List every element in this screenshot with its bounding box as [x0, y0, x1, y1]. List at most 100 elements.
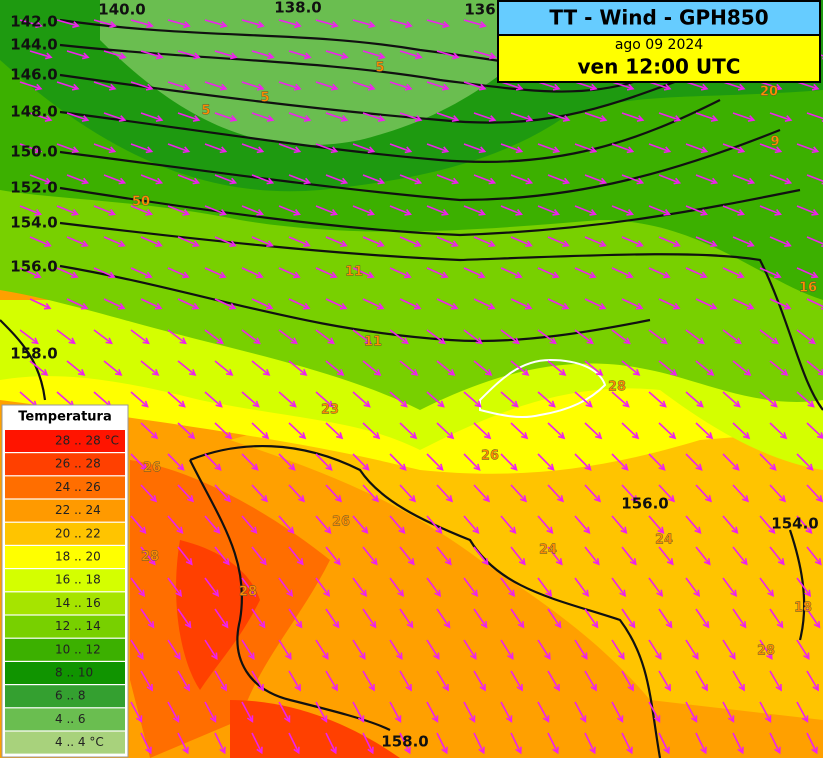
arrow-shaft	[130, 329, 150, 344]
arrow-shaft	[130, 515, 146, 534]
wind-arrow	[177, 484, 195, 503]
legend-label: 4 .. 4 °C	[55, 735, 104, 749]
arrow-shaft	[574, 329, 594, 344]
arrow-shaft	[695, 236, 717, 247]
arrow-shaft	[325, 360, 344, 376]
wind-arrow	[584, 112, 608, 122]
wind-arrow	[584, 732, 596, 755]
wind-arrow	[473, 50, 497, 60]
wind-arrow	[621, 484, 639, 503]
title-box: TT - Wind - GPH850 ago 09 2024 ven 12:00…	[497, 0, 821, 83]
arrow-shaft	[685, 577, 700, 597]
arrow-head	[633, 369, 641, 376]
arrow-head	[404, 83, 413, 91]
contour-label: 140.0	[98, 1, 145, 19]
arrow-shaft	[769, 112, 792, 121]
arrow-head	[438, 337, 446, 345]
wind-arrow	[399, 422, 418, 440]
arrow-shaft	[278, 639, 292, 660]
arrow-head	[747, 115, 756, 122]
arrow-head	[775, 683, 782, 692]
arrow-head	[324, 526, 332, 534]
arrow-head	[746, 302, 755, 310]
wind-arrow	[537, 701, 550, 723]
wind-arrow	[510, 174, 534, 185]
arrow-shaft	[426, 205, 448, 215]
arrow-shaft	[722, 143, 744, 153]
wind-arrow	[93, 205, 116, 216]
arrow-shaft	[19, 19, 42, 27]
legend-label: 12 .. 14	[55, 619, 101, 633]
arrow-head	[296, 558, 304, 566]
wind-arrow	[167, 329, 187, 345]
arrow-shaft	[29, 50, 52, 59]
wind-arrow	[362, 484, 380, 503]
arrow-head	[72, 21, 80, 29]
wind-arrow	[288, 546, 304, 566]
arrow-shaft	[648, 329, 668, 344]
arrow-head	[774, 209, 782, 216]
wind-arrow	[537, 81, 561, 91]
arrow-shaft	[399, 112, 422, 121]
wind-arrow	[436, 732, 448, 755]
arrow-head	[368, 683, 375, 692]
arrow-head	[764, 715, 772, 723]
arrow-shaft	[806, 360, 823, 376]
wind-arrow	[648, 515, 665, 534]
arrow-shaft	[473, 546, 489, 565]
arrow-shaft	[315, 515, 331, 534]
arrow-shaft	[722, 329, 742, 344]
arrow-head	[108, 83, 117, 91]
wind-arrow	[140, 360, 160, 376]
arrow-shaft	[611, 515, 627, 534]
wind-arrow	[695, 670, 708, 692]
arrow-shaft	[278, 329, 298, 344]
arrow-shaft	[722, 391, 741, 408]
arrow-head	[451, 115, 460, 122]
wind-arrow	[130, 453, 148, 471]
arrow-shaft	[278, 453, 296, 471]
arrow-shaft	[399, 174, 421, 184]
arrow-head	[186, 495, 195, 503]
arrow-head	[188, 432, 196, 440]
arrow-head	[552, 83, 561, 91]
wind-arrow	[130, 701, 143, 723]
arrow-head	[556, 495, 565, 503]
arrow-shaft	[288, 546, 304, 565]
arrow-head	[507, 652, 514, 660]
arrow-head	[145, 209, 153, 216]
wind-arrow	[769, 236, 792, 247]
arrow-shaft	[621, 236, 643, 247]
wind-field	[19, 19, 823, 755]
wind-arrow	[732, 422, 751, 440]
arrow-shaft	[537, 515, 553, 534]
arrow-shaft	[722, 205, 744, 215]
arrow-head	[414, 115, 423, 122]
wind-arrow	[251, 732, 263, 755]
arrow-head	[209, 715, 217, 723]
contour-label: 138.0	[274, 0, 321, 17]
wind-arrow	[288, 112, 312, 122]
wind-arrow	[241, 515, 258, 534]
wind-arrow	[315, 81, 339, 91]
arrow-shaft	[547, 236, 569, 247]
arrow-shaft	[695, 608, 710, 628]
arrow-shaft	[214, 298, 236, 310]
arrow-head	[660, 337, 668, 345]
wind-arrow	[103, 236, 126, 247]
wind-arrow	[463, 143, 487, 154]
arrow-shaft	[759, 515, 775, 534]
arrow-head	[595, 432, 603, 440]
arrow-head	[628, 621, 636, 629]
arrow-head	[357, 715, 365, 723]
arrow-head	[404, 746, 411, 755]
arrow-head	[442, 21, 450, 29]
arrow-head	[732, 463, 740, 471]
arrow-head	[522, 369, 530, 376]
arrow-shaft	[658, 608, 673, 628]
legend-label: 10 .. 12	[55, 642, 101, 656]
wind-arrow	[574, 81, 598, 91]
arrow-head	[485, 369, 493, 376]
arrow-head	[663, 746, 670, 755]
wind-arrow	[167, 639, 181, 660]
